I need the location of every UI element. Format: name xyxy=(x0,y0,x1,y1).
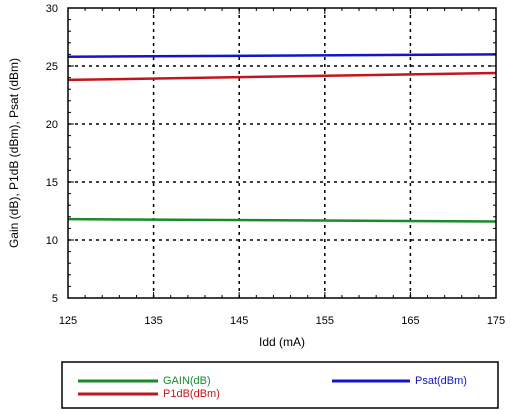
y-tick-label: 30 xyxy=(46,3,58,15)
legend-label: Psat(dBm) xyxy=(415,375,467,387)
legend xyxy=(61,361,499,409)
legend-items: GAIN(dB)P1dB(dBm) Psat(dBm) xyxy=(78,375,467,400)
series-line xyxy=(67,217,497,223)
y-tick-label: 15 xyxy=(46,177,58,189)
x-tick-label: 165 xyxy=(401,315,419,327)
y-tick-labels: 5 10 15 20 25 30 xyxy=(46,3,58,305)
legend-label: GAIN(dB) xyxy=(163,375,211,387)
y-tick-label: 25 xyxy=(46,61,58,73)
plot-frame xyxy=(67,7,497,299)
series-line xyxy=(67,71,497,82)
grid xyxy=(68,8,496,298)
y-tick-label: 10 xyxy=(46,235,58,247)
y-tick-label: 20 xyxy=(46,119,58,131)
x-axis-title: Idd (mA) xyxy=(259,335,305,349)
axis-ticks xyxy=(67,7,497,299)
x-tick-label: 125 xyxy=(59,315,77,327)
x-tick-label: 175 xyxy=(487,315,505,327)
x-tick-labels: 125 135 145 155 165 175 xyxy=(59,315,505,327)
y-axis-title: Gain (dB), P1dB (dBm), Psat (dBm) xyxy=(7,58,21,248)
y-tick-label: 5 xyxy=(52,293,58,305)
x-tick-label: 135 xyxy=(144,315,162,327)
series-lines xyxy=(67,53,497,223)
x-tick-label: 155 xyxy=(316,315,334,327)
x-tick-label: 145 xyxy=(230,315,248,327)
series-line xyxy=(67,53,497,58)
legend-label: P1dB(dBm) xyxy=(163,388,220,400)
